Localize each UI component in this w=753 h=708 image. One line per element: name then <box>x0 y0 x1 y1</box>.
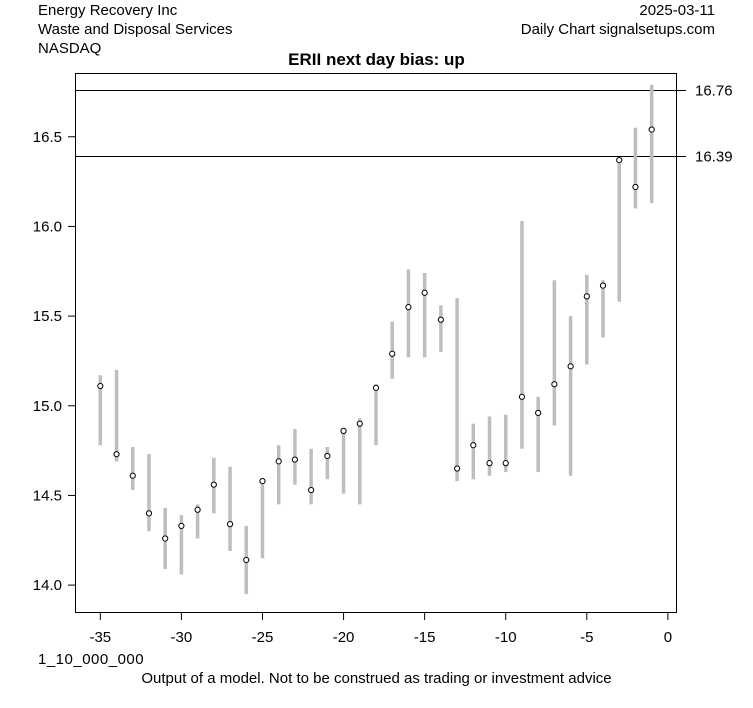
close-point <box>583 293 590 300</box>
close-point <box>502 460 509 467</box>
level-label: 16.39 <box>695 149 733 166</box>
close-point <box>470 442 477 449</box>
x-tick-label: -30 <box>171 629 193 646</box>
close-point <box>535 409 542 417</box>
close-point <box>97 382 104 390</box>
plot-frame <box>75 73 677 613</box>
x-tick-label: -35 <box>89 629 111 646</box>
close-point <box>194 506 201 513</box>
y-tick-label: 16.0 <box>33 218 62 235</box>
chart-date: 2025-03-11 <box>639 2 715 19</box>
y-tick-label: 15.5 <box>33 308 62 325</box>
close-point <box>616 156 623 164</box>
close-point <box>324 452 331 460</box>
x-tick-label: -15 <box>414 629 436 646</box>
close-point <box>308 486 315 494</box>
close-point <box>405 304 412 311</box>
level-lines: 16.76 16.39 <box>76 83 733 166</box>
y-tick-label: 15.0 <box>33 398 62 415</box>
x-tick-label: 0 <box>664 629 672 646</box>
close-point <box>567 363 574 370</box>
close-point <box>129 472 136 479</box>
model-code: 1_10_000_000 <box>38 651 145 668</box>
close-point <box>145 510 153 517</box>
axes: -35 -30 -25 -20 -15 -10 -5 0 14.0 14.5 15.0 15.5 16.… <box>33 129 672 646</box>
close-point <box>551 381 558 388</box>
close-point <box>259 477 266 485</box>
close-points <box>97 126 655 564</box>
close-point <box>356 420 363 427</box>
chart-header-left: Energy Recovery Inc Waste and Disposal S… <box>38 1 233 58</box>
chart-header-right: 2025-03-11 Daily Chart signalsetups.com <box>521 1 715 39</box>
industry-name: Waste and Disposal Services <box>38 21 233 38</box>
close-point <box>372 384 380 391</box>
x-tick-label: -5 <box>580 629 593 646</box>
close-point <box>226 521 234 528</box>
x-tick-label: -20 <box>333 629 355 646</box>
close-point <box>599 282 607 289</box>
range-bars <box>98 84 654 595</box>
disclaimer: Output of a model. Not to be construed a… <box>141 670 612 687</box>
close-point <box>518 393 526 400</box>
close-point <box>421 289 428 296</box>
company-name: Energy Recovery Inc <box>38 2 178 19</box>
x-tick-label: -25 <box>252 629 274 646</box>
y-tick-label: 16.5 <box>33 129 62 146</box>
chart-source: Daily Chart signalsetups.com <box>520 21 715 38</box>
close-point <box>275 458 282 465</box>
close-point <box>178 522 185 530</box>
close-point <box>340 427 347 434</box>
close-point <box>648 126 655 133</box>
x-tick-label: -10 <box>495 629 517 646</box>
close-point <box>632 183 639 191</box>
exchange-name: NASDAQ <box>38 40 102 57</box>
close-point <box>291 456 299 463</box>
y-tick-label: 14.5 <box>33 487 62 504</box>
close-point <box>486 460 493 467</box>
y-tick-label: 14.0 <box>33 577 62 594</box>
level-label: 16.76 <box>695 83 733 100</box>
close-point <box>162 535 169 542</box>
chart-title: ERII next day bias: up <box>288 50 465 69</box>
close-point <box>210 481 217 488</box>
close-point <box>243 556 250 564</box>
close-point <box>389 350 396 357</box>
close-point <box>113 451 120 458</box>
close-point <box>437 316 444 323</box>
close-point <box>453 465 461 472</box>
